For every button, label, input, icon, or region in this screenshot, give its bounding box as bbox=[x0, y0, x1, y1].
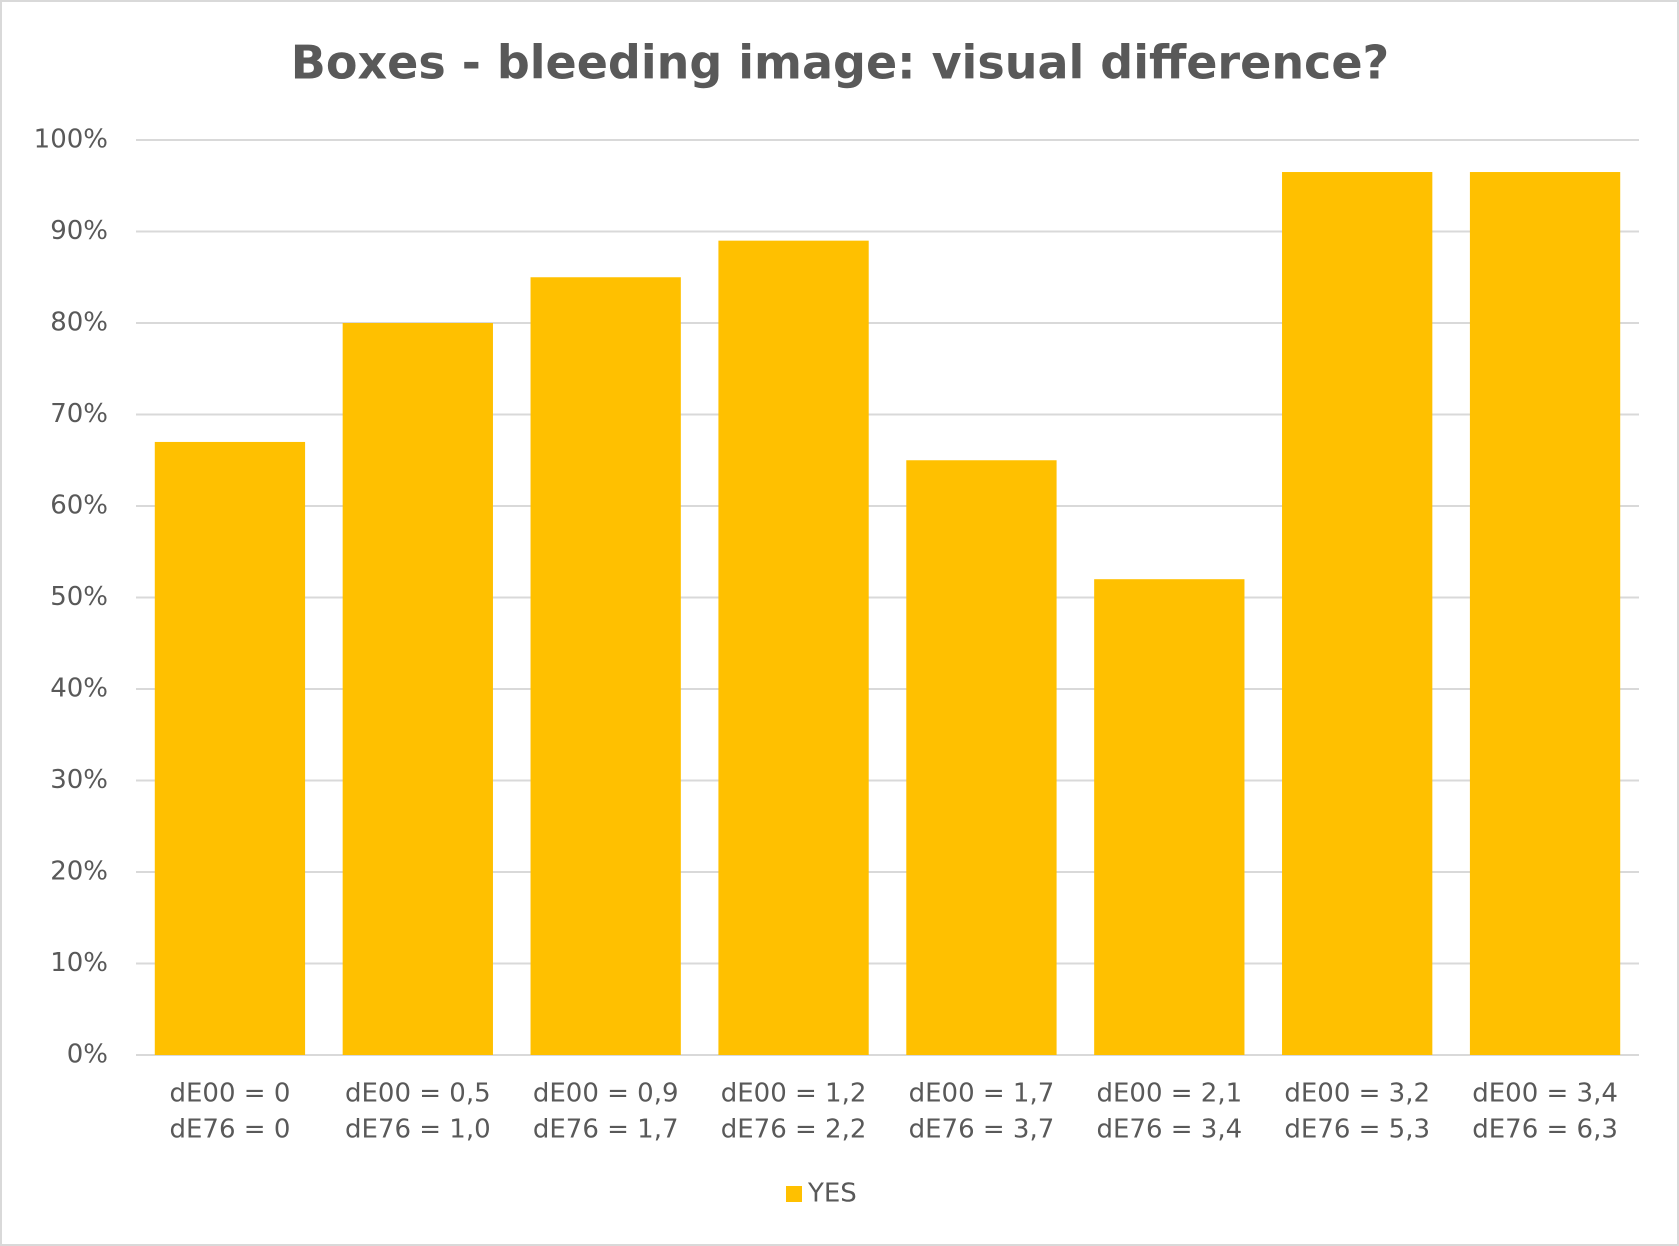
legend-label: YES bbox=[807, 1179, 857, 1209]
y-tick-label: 20% bbox=[50, 857, 108, 887]
y-tick-label: 50% bbox=[50, 582, 108, 612]
x-tick-label: dE76 = 1,7 bbox=[533, 1115, 679, 1145]
x-tick-label: dE76 = 5,3 bbox=[1284, 1115, 1430, 1145]
x-tick-label: dE76 = 0 bbox=[170, 1115, 291, 1145]
bar bbox=[1469, 172, 1621, 1055]
x-tick-label: dE76 = 1,0 bbox=[345, 1115, 491, 1145]
x-tick-label: dE76 = 2,2 bbox=[721, 1115, 867, 1145]
x-tick-label: dE00 = 3,4 bbox=[1472, 1079, 1618, 1109]
y-tick-label: 60% bbox=[50, 491, 108, 521]
x-tick-label: dE00 = 1,7 bbox=[909, 1079, 1055, 1109]
y-tick-label: 80% bbox=[50, 308, 108, 338]
bar bbox=[1282, 172, 1433, 1055]
x-tick-label: dE00 = 0 bbox=[170, 1079, 291, 1109]
x-tick-label: dE76 = 3,7 bbox=[909, 1115, 1055, 1145]
y-tick-label: 0% bbox=[67, 1040, 108, 1070]
y-tick-label: 40% bbox=[50, 674, 108, 704]
bar bbox=[718, 240, 869, 1055]
x-tick-label: dE00 = 2,1 bbox=[1096, 1079, 1242, 1109]
bar bbox=[342, 323, 493, 1055]
bar bbox=[906, 460, 1057, 1055]
legend-swatch bbox=[786, 1186, 802, 1202]
chart-title: Boxes - bleeding image: visual differenc… bbox=[291, 36, 1389, 90]
bar bbox=[1094, 579, 1245, 1055]
bar bbox=[154, 441, 306, 1055]
y-tick-label: 30% bbox=[50, 765, 108, 795]
x-tick-label: dE00 = 0,9 bbox=[533, 1079, 679, 1109]
x-tick-label: dE76 = 3,4 bbox=[1096, 1115, 1242, 1145]
y-tick-label: 100% bbox=[34, 125, 108, 155]
x-tick-label: dE00 = 0,5 bbox=[345, 1079, 491, 1109]
y-tick-label: 70% bbox=[50, 399, 108, 429]
x-tick-label: dE00 = 3,2 bbox=[1284, 1079, 1430, 1109]
x-tick-label: dE00 = 1,2 bbox=[721, 1079, 867, 1109]
y-tick-label: 10% bbox=[50, 948, 108, 978]
y-tick-label: 90% bbox=[50, 216, 108, 246]
x-tick-label: dE76 = 6,3 bbox=[1472, 1115, 1618, 1145]
bar bbox=[530, 277, 681, 1055]
